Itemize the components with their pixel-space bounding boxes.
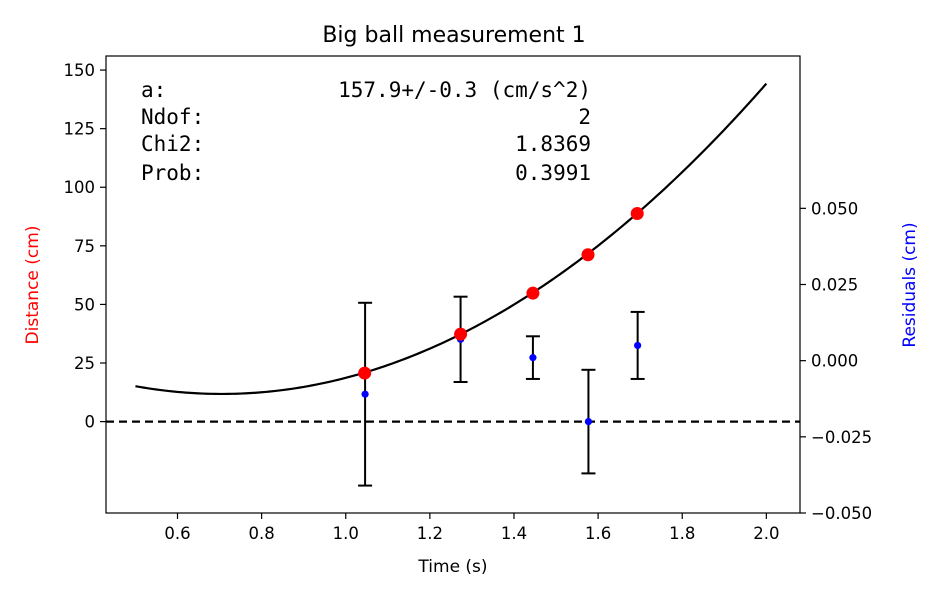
y-right-tick-label: 0.000 bbox=[811, 352, 858, 371]
y-tick-label: 50 bbox=[74, 295, 95, 314]
chart-title: Big ball measurement 1 bbox=[322, 23, 585, 48]
y-tick-label: 150 bbox=[64, 61, 96, 80]
fit-curve bbox=[135, 82, 768, 396]
plot-frame bbox=[105, 55, 801, 514]
axes: 0.6 0.8 1.0 1.2 1.4 1.6 1.8 2.0 0 25 50 75 100 125 150… bbox=[64, 61, 873, 543]
y-axis-right-label: Residuals (cm) bbox=[900, 222, 920, 347]
x-tick-label: 1.8 bbox=[669, 524, 695, 543]
residual-errorbar bbox=[581, 368, 596, 475]
data-point bbox=[454, 327, 468, 341]
y-tick-label: 125 bbox=[64, 120, 96, 139]
y-right-tick-label: −0.050 bbox=[811, 504, 872, 523]
data-point bbox=[581, 248, 595, 262]
x-tick-label: 2.0 bbox=[753, 524, 779, 543]
x-tick-label: 1.6 bbox=[585, 524, 611, 543]
y-tick-label: 25 bbox=[74, 354, 95, 373]
y-axis-label: Distance (cm) bbox=[23, 226, 43, 345]
plot-area bbox=[106, 82, 800, 487]
residual-point bbox=[361, 390, 369, 398]
x-tick-label: 1.4 bbox=[501, 524, 527, 543]
x-tick-label: 0.8 bbox=[248, 524, 274, 543]
data-point bbox=[526, 286, 540, 300]
x-tick-label: 1.2 bbox=[417, 524, 443, 543]
fit-value-prob: 0.3991 bbox=[515, 161, 591, 185]
data-point bbox=[630, 206, 644, 220]
y-right-tick-label: −0.025 bbox=[811, 428, 872, 447]
residual-errorbar bbox=[525, 335, 540, 380]
fit-results-box: a: 157.9+/-0.3 (cm/s^2) Ndof: 2 Chi2: 1.… bbox=[141, 78, 591, 185]
x-tick-label: 0.6 bbox=[164, 524, 190, 543]
y-right-tick-label: 0.050 bbox=[811, 199, 858, 218]
fit-label-ndof: Ndof: bbox=[141, 105, 204, 129]
y-tick-label: 0 bbox=[85, 413, 96, 432]
fit-label-chi2: Chi2: bbox=[141, 132, 204, 156]
x-tick-label: 1.0 bbox=[333, 524, 359, 543]
x-axis-label: Time (s) bbox=[417, 557, 487, 577]
residual-point bbox=[634, 341, 642, 350]
residual-errorbar bbox=[358, 301, 373, 487]
fit-value-a: 157.9+/-0.3 (cm/s^2) bbox=[338, 78, 591, 102]
residual-point bbox=[529, 354, 537, 362]
y-right-tick-label: 0.025 bbox=[811, 276, 858, 295]
fit-value-chi2: 1.8369 bbox=[515, 132, 591, 156]
fit-label-prob: Prob: bbox=[141, 161, 204, 185]
y-tick-label: 75 bbox=[74, 237, 95, 256]
fit-label-a: a: bbox=[141, 78, 166, 102]
fit-value-ndof: 2 bbox=[578, 105, 591, 129]
y-tick-label: 100 bbox=[64, 178, 96, 197]
residual-errorbar bbox=[630, 310, 645, 380]
data-point bbox=[358, 366, 372, 380]
residual-point bbox=[584, 418, 593, 426]
